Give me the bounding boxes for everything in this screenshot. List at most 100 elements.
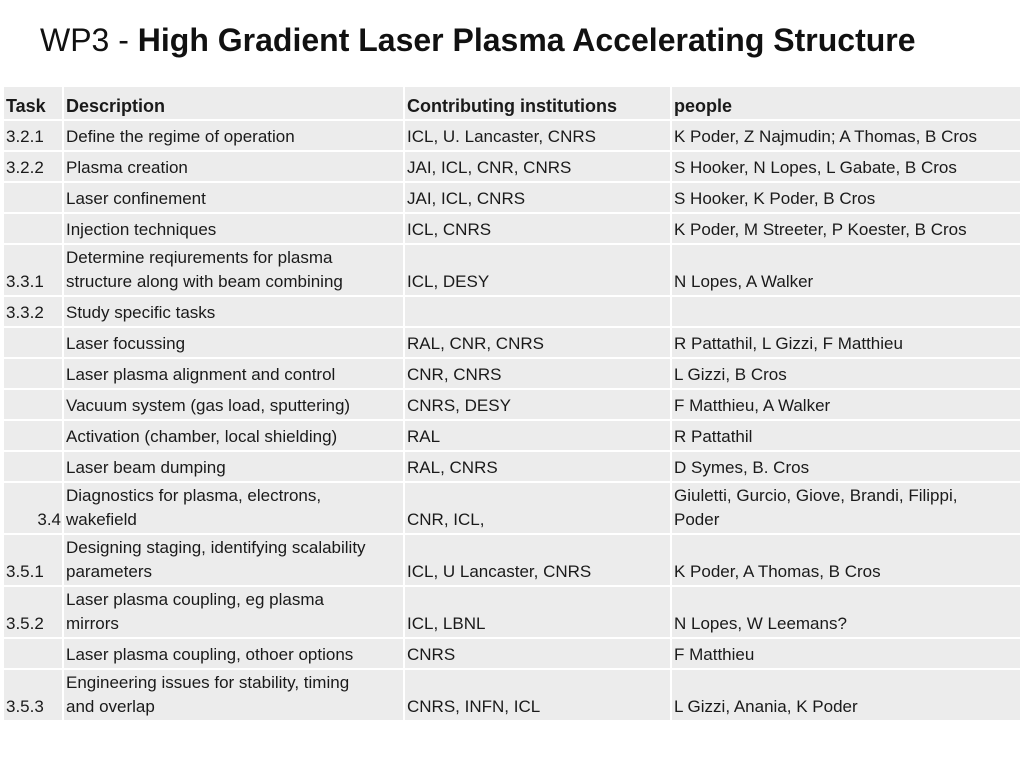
description-cell: Determine reqiurements for plasma struct… [62,243,405,297]
people-line: Poder [674,510,720,529]
header-people: people [670,85,1022,121]
task-cell [2,357,64,390]
people-cell: F Matthieu, A Walker [670,388,1022,421]
description-cell: Vacuum system (gas load, sputtering) [62,388,405,421]
institutions-cell: RAL, CNRS [403,450,672,483]
description-cell: Injection techniques [62,212,405,245]
description-cell: Laser focussing [62,326,405,359]
institutions-cell: CNRS [403,637,672,670]
people-cell: L Gizzi, B Cros [670,357,1022,390]
description-cell: Activation (chamber, local shielding) [62,419,405,452]
task-cell [2,450,64,483]
institutions-cell: ICL, U Lancaster, CNRS [403,533,672,587]
task-cell [2,637,64,670]
description-cell: Laser plasma coupling, othoer options [62,637,405,670]
institutions-cell: ICL, LBNL [403,585,672,639]
page-title: WP3 - High Gradient Laser Plasma Acceler… [40,18,916,62]
description-cell: Engineering issues for stability, timing… [62,668,405,722]
people-cell: K Poder, Z Najmudin; A Thomas, B Cros [670,119,1022,152]
task-cell: 3.4 [2,481,64,535]
people-line: Giuletti, Gurcio, Giove, Brandi, Filippi… [674,486,958,505]
task-cell: 3.3.1 [2,243,64,297]
people-cell [670,295,1022,328]
table-row: Laser focussing RAL, CNR, CNRS R Pattath… [2,326,1022,359]
table-row: Injection techniques ICL, CNRS K Poder, … [2,212,1022,245]
people-cell: L Gizzi, Anania, K Poder [670,668,1022,722]
institutions-cell: CNRS, DESY [403,388,672,421]
table-row: 3.5.1 Designing staging, identifying sca… [2,533,1022,587]
description-cell: Plasma creation [62,150,405,183]
title-prefix: WP3 - [40,22,129,58]
task-cell: 3.5.3 [2,668,64,722]
header-description: Description [62,85,405,121]
people-cell: N Lopes, A Walker [670,243,1022,297]
description-line: Diagnostics for plasma, electrons, [66,486,322,505]
header-task: Task [2,85,64,121]
description-cell: Laser confinement [62,181,405,214]
description-line: wakefield [66,510,137,529]
description-line: Engineering issues for stability, timing [66,673,350,692]
description-cell: Diagnostics for plasma, electrons, wakef… [62,481,405,535]
table-row: Vacuum system (gas load, sputtering) CNR… [2,388,1022,421]
people-cell: D Symes, B. Cros [670,450,1022,483]
people-cell: N Lopes, W Leemans? [670,585,1022,639]
people-cell: S Hooker, K Poder, B Cros [670,181,1022,214]
table-row: Laser plasma alignment and control CNR, … [2,357,1022,390]
header-institutions: Contributing institutions [403,85,672,121]
description-line: mirrors [66,614,119,633]
description-cell: Designing staging, identifying scalabili… [62,533,405,587]
table-row: Laser confinement JAI, ICL, CNRS S Hooke… [2,181,1022,214]
description-line: structure along with beam combining [66,272,343,291]
description-line: Determine reqiurements for plasma [66,248,333,267]
table-row: 3.5.3 Engineering issues for stability, … [2,668,1022,722]
people-cell: R Pattathil [670,419,1022,452]
task-cell [2,212,64,245]
institutions-cell: RAL [403,419,672,452]
task-cell [2,419,64,452]
description-line: Designing staging, identifying scalabili… [66,538,366,557]
table-row: 3.2.2 Plasma creation JAI, ICL, CNR, CNR… [2,150,1022,183]
description-line: and overlap [66,697,155,716]
task-cell: 3.5.2 [2,585,64,639]
description-cell: Laser plasma coupling, eg plasma mirrors [62,585,405,639]
institutions-cell: CNR, CNRS [403,357,672,390]
table-row: Activation (chamber, local shielding) RA… [2,419,1022,452]
task-cell [2,388,64,421]
table-row: 3.5.2 Laser plasma coupling, eg plasma m… [2,585,1022,639]
table-header-row: Task Description Contributing institutio… [2,85,1022,121]
institutions-cell: JAI, ICL, CNR, CNRS [403,150,672,183]
description-cell: Laser plasma alignment and control [62,357,405,390]
table-row: 3.3.2 Study specific tasks [2,295,1022,328]
tasks-table: Task Description Contributing institutio… [2,85,1022,722]
institutions-cell: ICL, DESY [403,243,672,297]
institutions-cell: ICL, CNRS [403,212,672,245]
task-cell: 3.3.2 [2,295,64,328]
people-cell: K Poder, A Thomas, B Cros [670,533,1022,587]
description-cell: Define the regime of operation [62,119,405,152]
task-cell: 3.2.1 [2,119,64,152]
people-cell: Giuletti, Gurcio, Giove, Brandi, Filippi… [670,481,1022,535]
table-row: Laser plasma coupling, othoer options CN… [2,637,1022,670]
description-cell: Laser beam dumping [62,450,405,483]
description-line: Laser plasma coupling, eg plasma [66,590,324,609]
table-row: Laser beam dumping RAL, CNRS D Symes, B.… [2,450,1022,483]
table-row: 3.4 Diagnostics for plasma, electrons, w… [2,481,1022,535]
description-cell: Study specific tasks [62,295,405,328]
institutions-cell: CNR, ICL, [403,481,672,535]
institutions-cell: JAI, ICL, CNRS [403,181,672,214]
institutions-cell: RAL, CNR, CNRS [403,326,672,359]
task-cell: 3.5.1 [2,533,64,587]
task-cell: 3.2.2 [2,150,64,183]
people-cell: S Hooker, N Lopes, L Gabate, B Cros [670,150,1022,183]
description-line: parameters [66,562,152,581]
task-cell [2,181,64,214]
people-cell: F Matthieu [670,637,1022,670]
institutions-cell: CNRS, INFN, ICL [403,668,672,722]
institutions-cell: ICL, U. Lancaster, CNRS [403,119,672,152]
people-cell: K Poder, M Streeter, P Koester, B Cros [670,212,1022,245]
people-cell: R Pattathil, L Gizzi, F Matthieu [670,326,1022,359]
table-row: 3.3.1 Determine reqiurements for plasma … [2,243,1022,297]
task-cell [2,326,64,359]
institutions-cell [403,295,672,328]
table-row: 3.2.1 Define the regime of operation ICL… [2,119,1022,152]
